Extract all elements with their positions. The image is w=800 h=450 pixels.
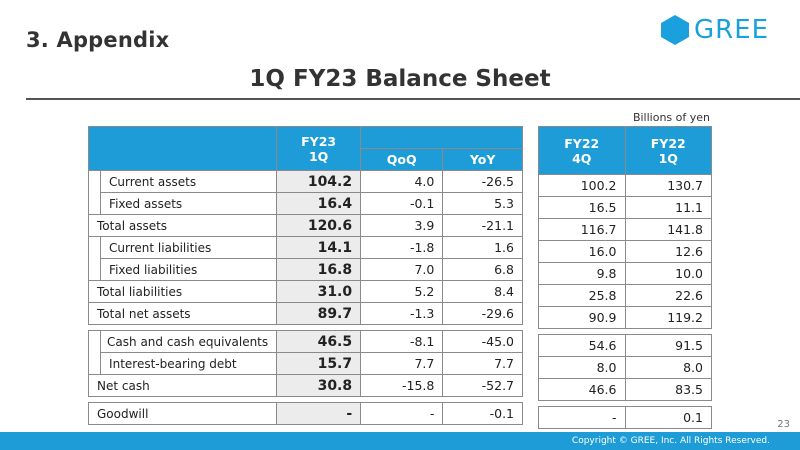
table-row: 90.9 119.2 xyxy=(538,306,712,329)
row-label: Fixed assets xyxy=(100,192,278,215)
table-row: Fixed assets 16.4 -0.1 5.3 xyxy=(89,192,523,215)
table-row: 16.0 12.6 xyxy=(538,240,712,263)
table-row: 116.7 141.8 xyxy=(538,218,712,241)
table-row: Interest-bearing debt 15.7 7.7 7.7 xyxy=(89,352,523,375)
row-label: Current assets xyxy=(100,170,278,193)
col-header-fy23-1q: FY23 1Q xyxy=(276,126,362,171)
table-row: Cash and cash equivalents 46.5 -8.1 -45.… xyxy=(87,330,523,375)
table-row: -0.1 xyxy=(538,406,712,429)
unit-note: Billions of yen xyxy=(632,111,710,124)
row-label: Total net assets xyxy=(87,302,278,325)
row-label: Cash and cash equivalents xyxy=(100,330,278,353)
col-header-change-group xyxy=(360,126,523,149)
table-row: Current liabilities 14.1 -1.8 1.6 xyxy=(87,236,523,281)
row-label: Net cash xyxy=(87,374,278,397)
table-row: Current assets 104.2 4.0 -26.5 xyxy=(87,170,523,215)
prior-period-table: FY22 4Q FY22 1Q 100.2 130.7 16.5 11.1 116.7 1… xyxy=(538,126,712,429)
table-row: 46.6 83.5 xyxy=(538,378,712,401)
row-label: Total liabilities xyxy=(87,280,278,303)
table-row: Total net assets 89.7 -1.3 -29.6 xyxy=(87,302,523,325)
row-label: Goodwill xyxy=(87,402,278,425)
header-corner xyxy=(87,126,278,171)
row-label: Fixed liabilities xyxy=(100,258,278,281)
hexagon-logo-icon xyxy=(661,15,689,45)
row-label: Interest-bearing debt xyxy=(100,352,278,375)
balance-sheet-table: FY23 1Q QoQ YoY Current assets 104.2 4.0 … xyxy=(87,126,523,425)
table-row: 25.8 22.6 xyxy=(538,284,712,307)
table-row: 100.2 130.7 xyxy=(538,174,712,197)
table-row: 9.8 10.0 xyxy=(538,262,712,285)
copyright-text: Copyright © GREE, Inc. All Rights Reserv… xyxy=(571,436,770,446)
col-header-qoq: QoQ xyxy=(360,148,444,171)
slide-title: 1Q FY23 Balance Sheet xyxy=(249,66,551,92)
table-row: Total liabilities 31.0 5.2 8.4 xyxy=(87,280,523,303)
table-row: Total assets 120.6 3.9 -21.1 xyxy=(87,214,523,237)
logo-text: GREE xyxy=(694,15,770,45)
col-header-yoy: YoY xyxy=(442,148,523,171)
row-label: Current liabilities xyxy=(100,236,278,259)
col-header-fy22-1q: FY22 1Q xyxy=(624,126,712,175)
table-row: Fixed liabilities 16.8 7.0 6.8 xyxy=(89,258,523,281)
footer-bar xyxy=(0,432,800,450)
page-number: 23 xyxy=(777,419,790,430)
table-row: Goodwill - - -0.1 xyxy=(87,402,523,425)
table-row: 16.5 11.1 xyxy=(538,196,712,219)
title-divider xyxy=(26,98,800,100)
table-row: 8.0 8.0 xyxy=(538,356,712,379)
gree-logo: GREE xyxy=(660,14,769,46)
table-row: 54.6 91.5 xyxy=(538,334,712,357)
table-row: Net cash 30.8 -15.8 -52.7 xyxy=(87,374,523,397)
col-header-fy22-4q: FY22 4Q xyxy=(538,126,626,175)
section-title: 3. Appendix xyxy=(26,28,170,52)
row-label: Total assets xyxy=(87,214,278,237)
